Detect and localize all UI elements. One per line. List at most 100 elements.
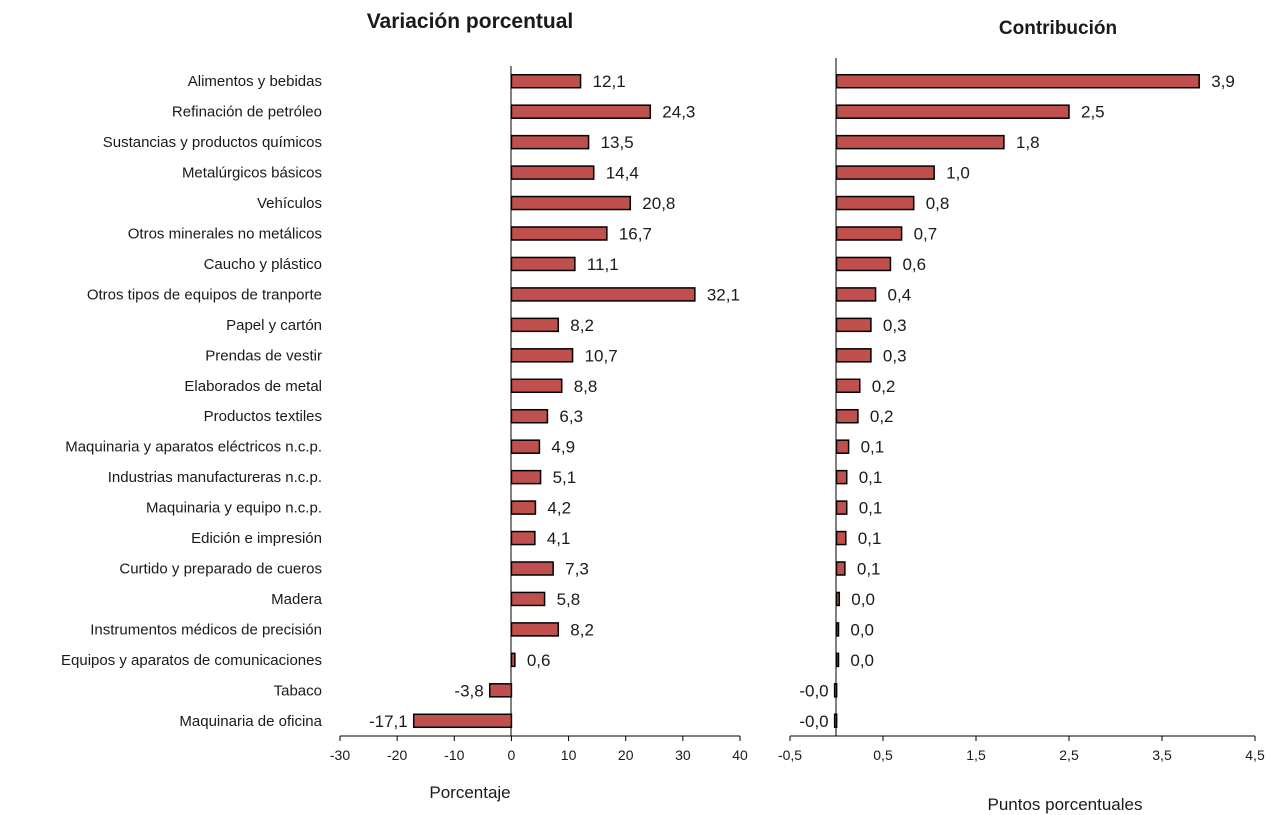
bar-value-label: 8,8 — [574, 377, 598, 396]
bar-value-label: 0,0 — [850, 620, 874, 639]
bar — [835, 104, 1070, 119]
bar-value-label: 0,1 — [859, 468, 883, 487]
bar — [835, 622, 840, 637]
bar — [835, 195, 915, 211]
bar — [835, 561, 846, 576]
x-tick-label: 0 — [508, 747, 516, 763]
bar — [835, 348, 872, 363]
left-chart-xlabel: Porcentaje — [429, 783, 510, 802]
bar-value-label: 20,8 — [642, 194, 675, 213]
category-label: Otros minerales no metálicos — [128, 226, 322, 243]
category-label: Maquinaria y equipo n.c.p. — [146, 500, 322, 517]
bar — [510, 317, 560, 333]
left-chart-title: Variación porcentual — [367, 10, 574, 33]
bar — [835, 652, 840, 668]
bar — [835, 378, 861, 394]
category-label: Maquinaria de oficina — [179, 713, 322, 730]
bar-value-label: 14,4 — [606, 164, 639, 183]
bar — [510, 469, 542, 485]
category-label: Tabaco — [274, 682, 322, 699]
category-label: Papel y cartón — [226, 317, 322, 334]
bar — [510, 378, 563, 394]
bar — [510, 561, 554, 576]
category-label: Caucho y plástico — [204, 256, 322, 273]
bar — [835, 226, 903, 241]
category-label: Maquinaria y aparatos eléctricos n.c.p. — [65, 439, 322, 456]
bar-value-label: 0,7 — [914, 225, 938, 244]
bar-value-label: 0,6 — [902, 255, 926, 274]
bar — [833, 713, 838, 729]
bar-value-label: 13,5 — [601, 133, 634, 152]
bar — [835, 287, 877, 302]
x-tick-label: 2,5 — [1059, 747, 1079, 763]
bar-value-label: 16,7 — [619, 225, 652, 244]
bar-value-label: 4,9 — [551, 438, 575, 457]
category-label: Productos textiles — [204, 408, 322, 425]
category-label: Curtido y preparado de cueros — [119, 561, 322, 578]
bar — [510, 439, 541, 454]
category-label: Prendas de vestir — [205, 347, 322, 364]
bar — [510, 73, 582, 89]
x-tick-label: -10 — [444, 747, 464, 763]
x-tick-label: 10 — [561, 747, 577, 763]
bar-value-label: 11,1 — [587, 255, 619, 274]
bar-value-label: -0,0 — [799, 681, 828, 700]
bar-value-label: 10,7 — [585, 346, 618, 365]
bar-value-label: 12,1 — [593, 72, 626, 91]
right-chart-title: Contribución — [999, 18, 1117, 39]
bar-value-label: 1,8 — [1016, 133, 1040, 152]
bar — [510, 591, 546, 607]
bar-value-label: 0,1 — [859, 499, 883, 518]
bar — [510, 652, 516, 668]
x-tick-label: -30 — [330, 747, 350, 763]
bar — [510, 256, 576, 272]
bar — [510, 165, 595, 180]
category-label: Metalúrgicos básicos — [182, 165, 322, 182]
x-tick-label: 1,5 — [966, 747, 986, 763]
bar-value-label: 0,2 — [870, 407, 894, 426]
bar-value-label: 0,0 — [851, 590, 875, 609]
category-label: Edición e impresión — [191, 530, 322, 547]
bar-value-label: 8,2 — [570, 620, 594, 639]
bar-value-label: 0,8 — [926, 194, 950, 213]
bar — [510, 530, 536, 546]
bar — [835, 134, 1005, 150]
bar-value-label: 0,6 — [527, 651, 551, 670]
bar-value-label: 0,2 — [872, 377, 896, 396]
bar — [835, 530, 847, 546]
bar — [835, 165, 935, 180]
bar — [835, 317, 872, 333]
bar-value-label: 8,2 — [570, 316, 594, 335]
bar — [412, 713, 513, 729]
bar-value-label: 0,1 — [858, 529, 882, 548]
bar-value-label: 5,8 — [557, 590, 581, 609]
category-label: Alimentos y bebidas — [188, 73, 322, 90]
category-label: Elaborados de metal — [184, 378, 322, 395]
bar — [835, 73, 1200, 89]
bar — [835, 408, 859, 424]
bar — [510, 134, 590, 150]
x-tick-label: 20 — [618, 747, 634, 763]
bar — [835, 256, 892, 272]
bar — [510, 195, 632, 211]
bar — [835, 500, 848, 515]
bar-value-label: -0,0 — [799, 712, 828, 731]
category-label: Sustancias y productos químicos — [103, 134, 322, 151]
bar — [510, 287, 696, 302]
bar — [510, 104, 652, 119]
bar-value-label: 0,3 — [883, 346, 907, 365]
bar-value-label: 0,1 — [861, 438, 885, 457]
right-chart-xlabel: Puntos porcentuales — [988, 795, 1143, 814]
category-label: Madera — [271, 591, 323, 608]
bar-value-label: 3,9 — [1211, 72, 1235, 91]
bar-value-label: 1,0 — [946, 164, 970, 183]
bar-value-label: 24,3 — [662, 103, 695, 122]
bar — [835, 439, 850, 454]
bar — [510, 226, 608, 241]
x-tick-label: 4,5 — [1245, 747, 1265, 763]
category-label: Vehículos — [257, 195, 322, 212]
bar — [510, 348, 574, 363]
x-tick-label: 3,5 — [1152, 747, 1172, 763]
category-label: Refinación de petróleo — [172, 104, 322, 121]
bar-value-label: 4,2 — [547, 499, 571, 518]
